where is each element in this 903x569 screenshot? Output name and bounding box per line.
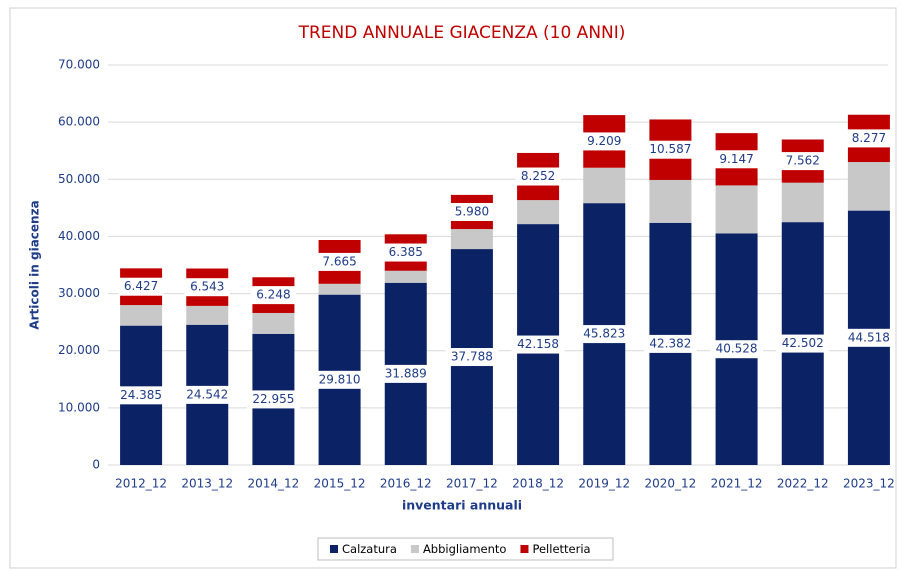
data-label-bg — [246, 390, 300, 409]
chart-title: TREND ANNUALE GIACENZA (10 ANNI) — [298, 23, 626, 43]
legend-label: Pelletteria — [532, 542, 590, 556]
data-label-bg — [846, 129, 892, 148]
data-label-bg — [379, 364, 433, 383]
bar-segment — [781, 182, 824, 223]
data-label: 6.385 — [389, 245, 423, 259]
data-label-bg — [114, 386, 168, 405]
data-label: 40.528 — [716, 342, 758, 356]
bar-segment — [517, 200, 560, 225]
data-label-bg — [511, 335, 565, 354]
x-tick-label: 2013_12 — [181, 477, 233, 491]
x-tick-label: 2012_12 — [115, 477, 167, 491]
data-label: 44.518 — [848, 330, 890, 344]
x-tick-label: 2014_12 — [248, 477, 300, 491]
bar-segment — [583, 167, 626, 204]
data-label-bg — [780, 152, 826, 171]
x-tick-label: 2022_12 — [777, 477, 829, 491]
data-label: 31.889 — [385, 366, 427, 380]
x-tick-label: 2018_12 — [512, 477, 564, 491]
data-label: 6.248 — [256, 288, 290, 302]
legend-label: Abbigliamento — [423, 542, 507, 556]
data-label-bg — [515, 167, 561, 186]
data-label-bg — [313, 370, 367, 389]
data-label: 42.382 — [649, 336, 691, 350]
y-tick-label: 30.000 — [58, 286, 100, 300]
data-label-bg — [842, 328, 896, 347]
data-label-bg — [581, 132, 627, 151]
data-label: 6.543 — [190, 280, 224, 294]
data-label-bg — [449, 202, 495, 221]
data-label-bg — [184, 278, 230, 297]
data-label: 6.427 — [124, 279, 158, 293]
bar-segment — [318, 283, 361, 295]
data-label-bg — [713, 150, 760, 169]
y-tick-label: 0 — [92, 458, 100, 472]
bar-segment — [715, 185, 758, 234]
data-label: 42.502 — [782, 336, 824, 350]
data-label: 7.665 — [322, 254, 356, 268]
x-tick-label: 2015_12 — [314, 477, 366, 491]
legend-swatch — [520, 545, 529, 553]
data-label: 5.980 — [455, 204, 489, 218]
x-tick-label: 2021_12 — [711, 477, 763, 491]
bar-segment — [252, 312, 295, 334]
data-label: 45.823 — [583, 327, 625, 341]
legend-swatch — [410, 545, 419, 553]
bar-segment — [120, 305, 163, 326]
data-label: 9.209 — [587, 134, 621, 148]
data-label: 7.562 — [786, 154, 820, 168]
y-tick-label: 70.000 — [58, 58, 100, 72]
x-tick-label: 2023_12 — [843, 477, 895, 491]
legend-box — [317, 537, 614, 561]
data-label: 24.385 — [120, 388, 162, 402]
data-label-bg — [180, 385, 234, 404]
data-label: 24.542 — [186, 387, 228, 401]
data-label-bg — [383, 243, 429, 262]
data-label-bg — [118, 277, 164, 296]
data-label-bg — [316, 252, 363, 271]
y-tick-label: 50.000 — [58, 172, 100, 186]
data-label-bg — [710, 340, 764, 359]
x-tick-label: 2016_12 — [380, 477, 432, 491]
x-tick-label: 2017_12 — [446, 477, 498, 491]
data-label-bg — [643, 140, 697, 159]
data-label-bg — [643, 334, 697, 353]
data-label: 8.277 — [852, 131, 886, 145]
x-tick-label: 2020_12 — [645, 477, 697, 491]
legend-label: Calzatura — [342, 542, 397, 556]
y-tick-label: 60.000 — [58, 115, 100, 129]
legend-swatch — [330, 545, 338, 553]
data-label-bg — [776, 334, 830, 353]
y-tick-label: 20.000 — [58, 343, 100, 357]
bar-segment — [384, 270, 427, 283]
data-label-bg — [577, 325, 631, 344]
y-tick-label: 40.000 — [58, 229, 100, 243]
data-label: 42.158 — [517, 337, 559, 351]
data-label: 37.788 — [451, 350, 493, 364]
x-axis-title: inventari annuali — [402, 498, 522, 513]
data-label-bg — [250, 286, 297, 305]
y-axis-title: Articoli in giacenza — [28, 200, 42, 329]
data-label: 22.955 — [252, 392, 294, 406]
data-label: 8.252 — [521, 169, 555, 183]
y-tick-label: 10.000 — [58, 400, 100, 414]
data-label: 29.810 — [319, 372, 361, 386]
data-label: 10.587 — [649, 142, 691, 156]
bar-segment — [186, 305, 229, 325]
bar-segment — [450, 229, 493, 250]
bar-segment — [847, 162, 890, 211]
data-label: 9.147 — [719, 152, 753, 166]
data-label-bg — [445, 348, 499, 367]
bar-segment — [649, 179, 692, 223]
x-tick-label: 2019_12 — [578, 477, 630, 491]
